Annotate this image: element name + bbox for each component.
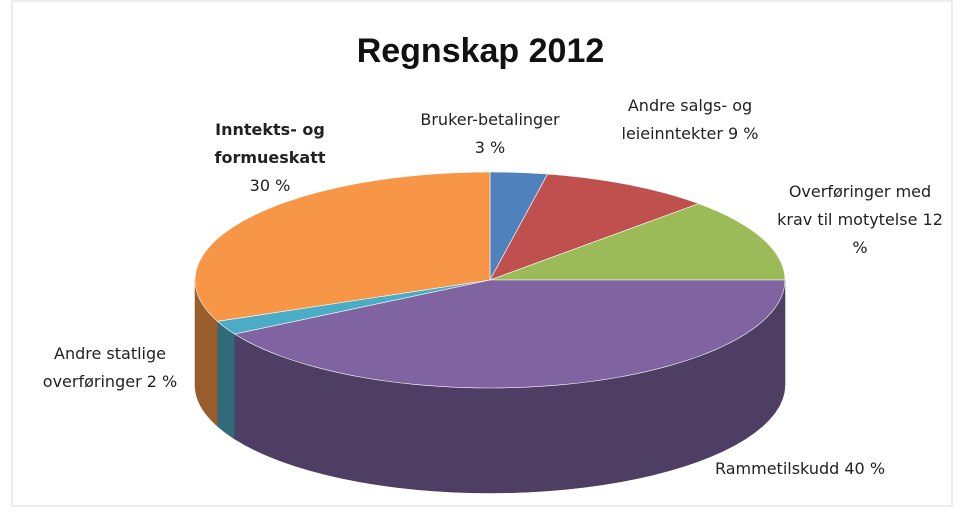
frame: [11, 0, 953, 507]
data-label: Andre salgs- og leieinntekter 9 %: [590, 92, 790, 148]
chart-title: Regnskap 2012: [356, 32, 605, 70]
category-label: Andre statlige overføringer: [42, 344, 166, 391]
data-label: Inntekts- og formueskatt 30 %: [170, 116, 370, 200]
slice-side: [217, 320, 235, 440]
category-label: Overføringer med krav til motytelse: [777, 182, 932, 229]
slice: [194, 171, 491, 322]
data-label: Overføringer med krav til motytelse 12 %: [770, 178, 950, 262]
slice: [489, 203, 786, 281]
value-label: 9 %: [728, 124, 759, 143]
slice: [233, 279, 786, 389]
data-label: Rammetilskudd 40 %: [690, 455, 910, 483]
category-label: Andre salgs- og leieinntekter: [621, 96, 753, 143]
category-label: Inntekts- og formueskatt: [214, 120, 326, 167]
slice: [216, 279, 491, 335]
slice: [489, 173, 700, 281]
value-label: 40 %: [844, 459, 886, 478]
category-label: Rammetilskudd: [714, 459, 840, 478]
value-label: 30 %: [249, 176, 291, 195]
value-label: 3 %: [474, 138, 506, 157]
data-label: Bruker-betalinger 3 %: [415, 106, 565, 162]
category-label: Bruker-betalinger: [420, 110, 560, 129]
value-label: 2 %: [146, 372, 178, 391]
value-label: 12 %: [852, 210, 943, 257]
data-label: Andre statlige overføringer 2 %: [10, 340, 210, 396]
